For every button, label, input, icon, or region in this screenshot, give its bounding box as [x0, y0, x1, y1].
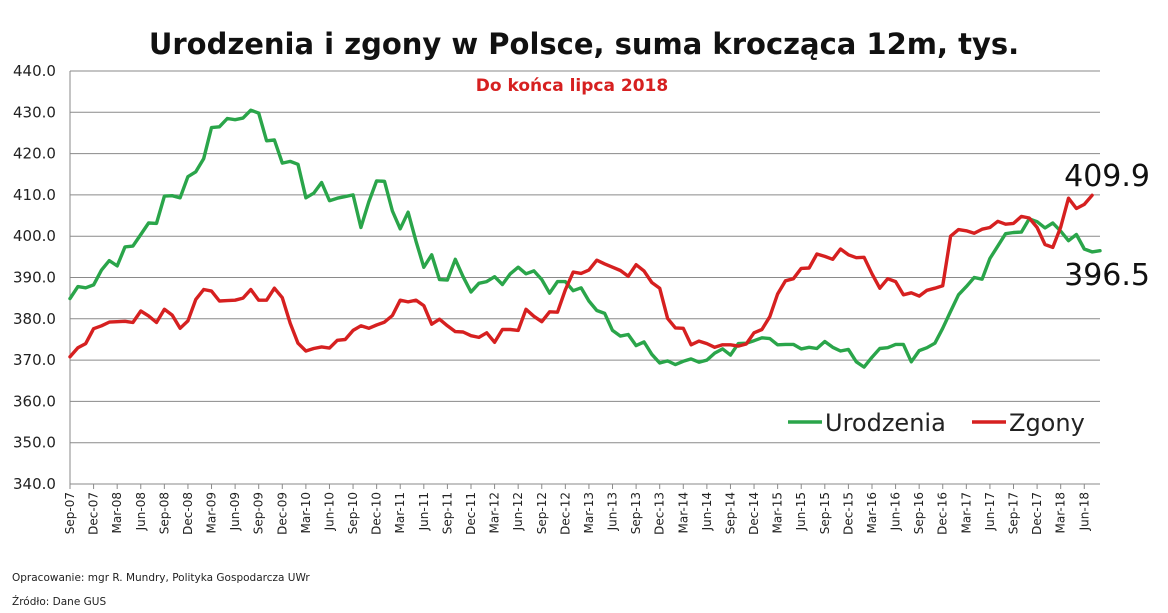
y-tick-label: 390.0 — [13, 269, 56, 287]
legend-label-urodzenia: Urodzenia — [825, 409, 946, 437]
y-tick-label: 420.0 — [13, 145, 56, 163]
x-tick-label: Jun-08 — [134, 492, 148, 531]
x-axis: Sep-07 Dec-07 Mar-08 Jun-08 Sep-08 Dec-08 Mar-… — [63, 484, 1091, 535]
x-tick-label: Jun-10 — [322, 492, 336, 531]
x-tick-label: Jun-13 — [606, 492, 620, 531]
x-tick-label: Mar-18 — [1054, 492, 1068, 533]
y-tick-label: 380.0 — [13, 310, 56, 328]
series-lines — [68, 108, 1102, 369]
x-tick-label: Sep-09 — [252, 492, 266, 534]
x-tick-label: Sep-17 — [1007, 492, 1021, 534]
x-tick-label: Dec-12 — [558, 492, 572, 535]
x-tick-label: Mar-15 — [771, 492, 785, 533]
gridlines — [69, 70, 1100, 485]
legend: Urodzenia Zgony — [788, 409, 1085, 437]
y-tick-label: 430.0 — [13, 103, 56, 121]
x-tick-label: Mar-10 — [299, 492, 313, 533]
x-tick-label: Sep-11 — [440, 492, 454, 534]
end-label-zgony: 409.9 — [1064, 159, 1150, 194]
x-tick-label: Mar-12 — [488, 492, 502, 533]
x-tick-label: Sep-07 — [63, 492, 77, 534]
y-tick-label: 350.0 — [13, 434, 56, 452]
x-tick-label: Jun-17 — [983, 492, 997, 531]
x-tick-label: Jun-15 — [794, 492, 808, 531]
y-tick-label: 440.0 — [13, 62, 56, 80]
end-labels: 409.9 396.5 — [1064, 159, 1150, 293]
x-tick-label: Mar-16 — [865, 492, 879, 533]
x-tick-label: Dec-11 — [464, 492, 478, 535]
footer-credit: Opracowanie: mgr R. Mundry, Polityka Gos… — [12, 572, 310, 584]
x-tick-label: Sep-15 — [818, 492, 832, 534]
x-tick-label: Mar-17 — [959, 492, 973, 533]
x-tick-label: Dec-07 — [87, 492, 101, 535]
legend-label-zgony: Zgony — [1009, 409, 1085, 437]
x-tick-label: Dec-08 — [181, 492, 195, 535]
x-tick-label: Jun-16 — [889, 492, 903, 531]
chart-title: Urodzenia i zgony w Polsce, suma krocząc… — [149, 27, 1019, 61]
x-tick-label: Mar-08 — [110, 492, 124, 533]
y-tick-label: 360.0 — [13, 392, 56, 410]
y-tick-label: 400.0 — [13, 227, 56, 245]
x-tick-label: Dec-15 — [841, 492, 855, 535]
x-tick-label: Sep-16 — [912, 492, 926, 534]
x-tick-label: Mar-11 — [393, 492, 407, 533]
x-tick-label: Sep-13 — [629, 492, 643, 534]
x-tick-label: Dec-09 — [275, 492, 289, 535]
x-tick-label: Sep-10 — [346, 492, 360, 534]
x-tick-label: Sep-08 — [157, 492, 171, 534]
x-tick-label: Sep-14 — [723, 492, 737, 534]
x-tick-label: Sep-12 — [535, 492, 549, 534]
x-tick-label: Dec-14 — [747, 492, 761, 535]
end-label-urodzenia: 396.5 — [1064, 258, 1150, 293]
chart-subtitle: Do końca lipca 2018 — [476, 76, 668, 96]
x-tick-label: Dec-13 — [653, 492, 667, 535]
x-tick-label: Mar-09 — [205, 492, 219, 533]
x-tick-label: Mar-13 — [582, 492, 596, 533]
x-tick-label: Jun-18 — [1077, 492, 1091, 531]
series-line-urodzenia — [68, 108, 1102, 369]
x-tick-label: Jun-11 — [417, 492, 431, 531]
y-axis: 340.0 350.0 360.0 370.0 380.0 390.0 400.0 410.0… — [13, 62, 56, 493]
y-tick-label: 410.0 — [13, 186, 56, 204]
x-tick-label: Jun-12 — [511, 492, 525, 531]
footer-source: Źródło: Dane GUS — [12, 595, 106, 608]
x-tick-label: Dec-16 — [936, 492, 950, 535]
x-tick-label: Dec-17 — [1030, 492, 1044, 535]
x-tick-label: Jun-09 — [228, 492, 242, 531]
y-tick-label: 370.0 — [13, 351, 56, 369]
series-line-zgony — [68, 193, 1094, 359]
y-tick-label: 340.0 — [13, 475, 56, 493]
x-tick-label: Dec-10 — [370, 492, 384, 535]
x-tick-label: Mar-14 — [676, 492, 690, 533]
x-tick-label: Jun-14 — [700, 492, 714, 531]
